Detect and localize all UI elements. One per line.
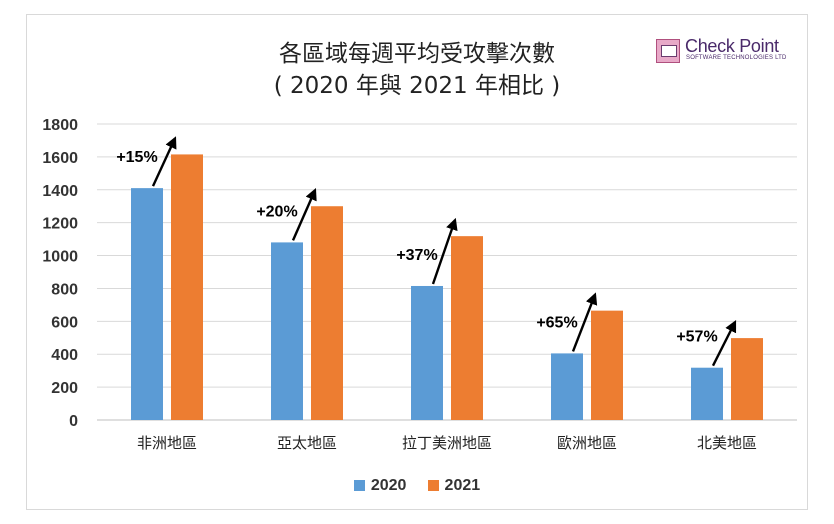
bar-2021 [311, 206, 343, 420]
growth-arrow [291, 188, 317, 241]
bar-2021 [451, 236, 483, 420]
x-tick-label: 拉丁美洲地區 [402, 434, 492, 452]
x-tick-label: 亞太地區 [277, 434, 337, 452]
y-tick-label: 1400 [42, 183, 78, 200]
check-point-logo: Check Point SOFTWARE TECHNOLOGIES LTD [656, 36, 796, 68]
chart-title: 各區域每週平均受攻擊次數 [279, 41, 555, 67]
x-tick-label: 非洲地區 [137, 434, 197, 452]
legend-swatch-2021 [427, 480, 439, 491]
bar-2020 [271, 242, 303, 420]
y-tick-label: 1800 [42, 117, 78, 134]
y-tick-label: 400 [51, 347, 78, 364]
legend-item-2021: 2021 [427, 476, 481, 495]
y-tick-label: 0 [69, 413, 78, 430]
y-tick-label: 200 [51, 380, 78, 397]
legend-item-2020: 2020 [353, 476, 407, 495]
legend-label-2021: 2021 [444, 476, 481, 494]
chart-subtitle: ( 2020 年與 2021 年相比 ) [273, 73, 561, 99]
legend: 2020 2021 [0, 476, 834, 495]
legend-swatch-2020 [353, 480, 365, 491]
y-tick-label: 800 [51, 281, 78, 298]
growth-label: +15% [116, 149, 157, 166]
growth-arrow [571, 292, 598, 352]
x-tick-label: 北美地區 [697, 434, 757, 452]
x-tick-label: 歐洲地區 [557, 434, 617, 452]
y-tick-label: 1200 [42, 216, 78, 233]
bar-2020 [691, 367, 723, 420]
bar-2021 [171, 154, 203, 420]
bar-2020 [551, 353, 583, 420]
bar-2020 [411, 285, 443, 420]
logo-name: Check Point [685, 36, 779, 56]
y-tick-label: 600 [51, 314, 78, 331]
growth-label: +65% [536, 314, 577, 331]
logo-tagline: SOFTWARE TECHNOLOGIES LTD [686, 55, 787, 61]
growth-arrow [711, 319, 737, 367]
y-tick-label: 1600 [42, 150, 78, 167]
growth-label: +37% [396, 247, 437, 264]
growth-arrow [151, 136, 177, 187]
growth-label: +57% [676, 329, 717, 346]
growth-arrow [431, 217, 458, 285]
legend-label-2020: 2020 [370, 476, 407, 494]
logo-icon [656, 39, 680, 63]
growth-label: +20% [256, 203, 297, 220]
bar-2021 [591, 310, 623, 420]
bar-2020 [131, 188, 163, 420]
y-tick-label: 1000 [42, 249, 78, 266]
bar-2021 [731, 338, 763, 420]
